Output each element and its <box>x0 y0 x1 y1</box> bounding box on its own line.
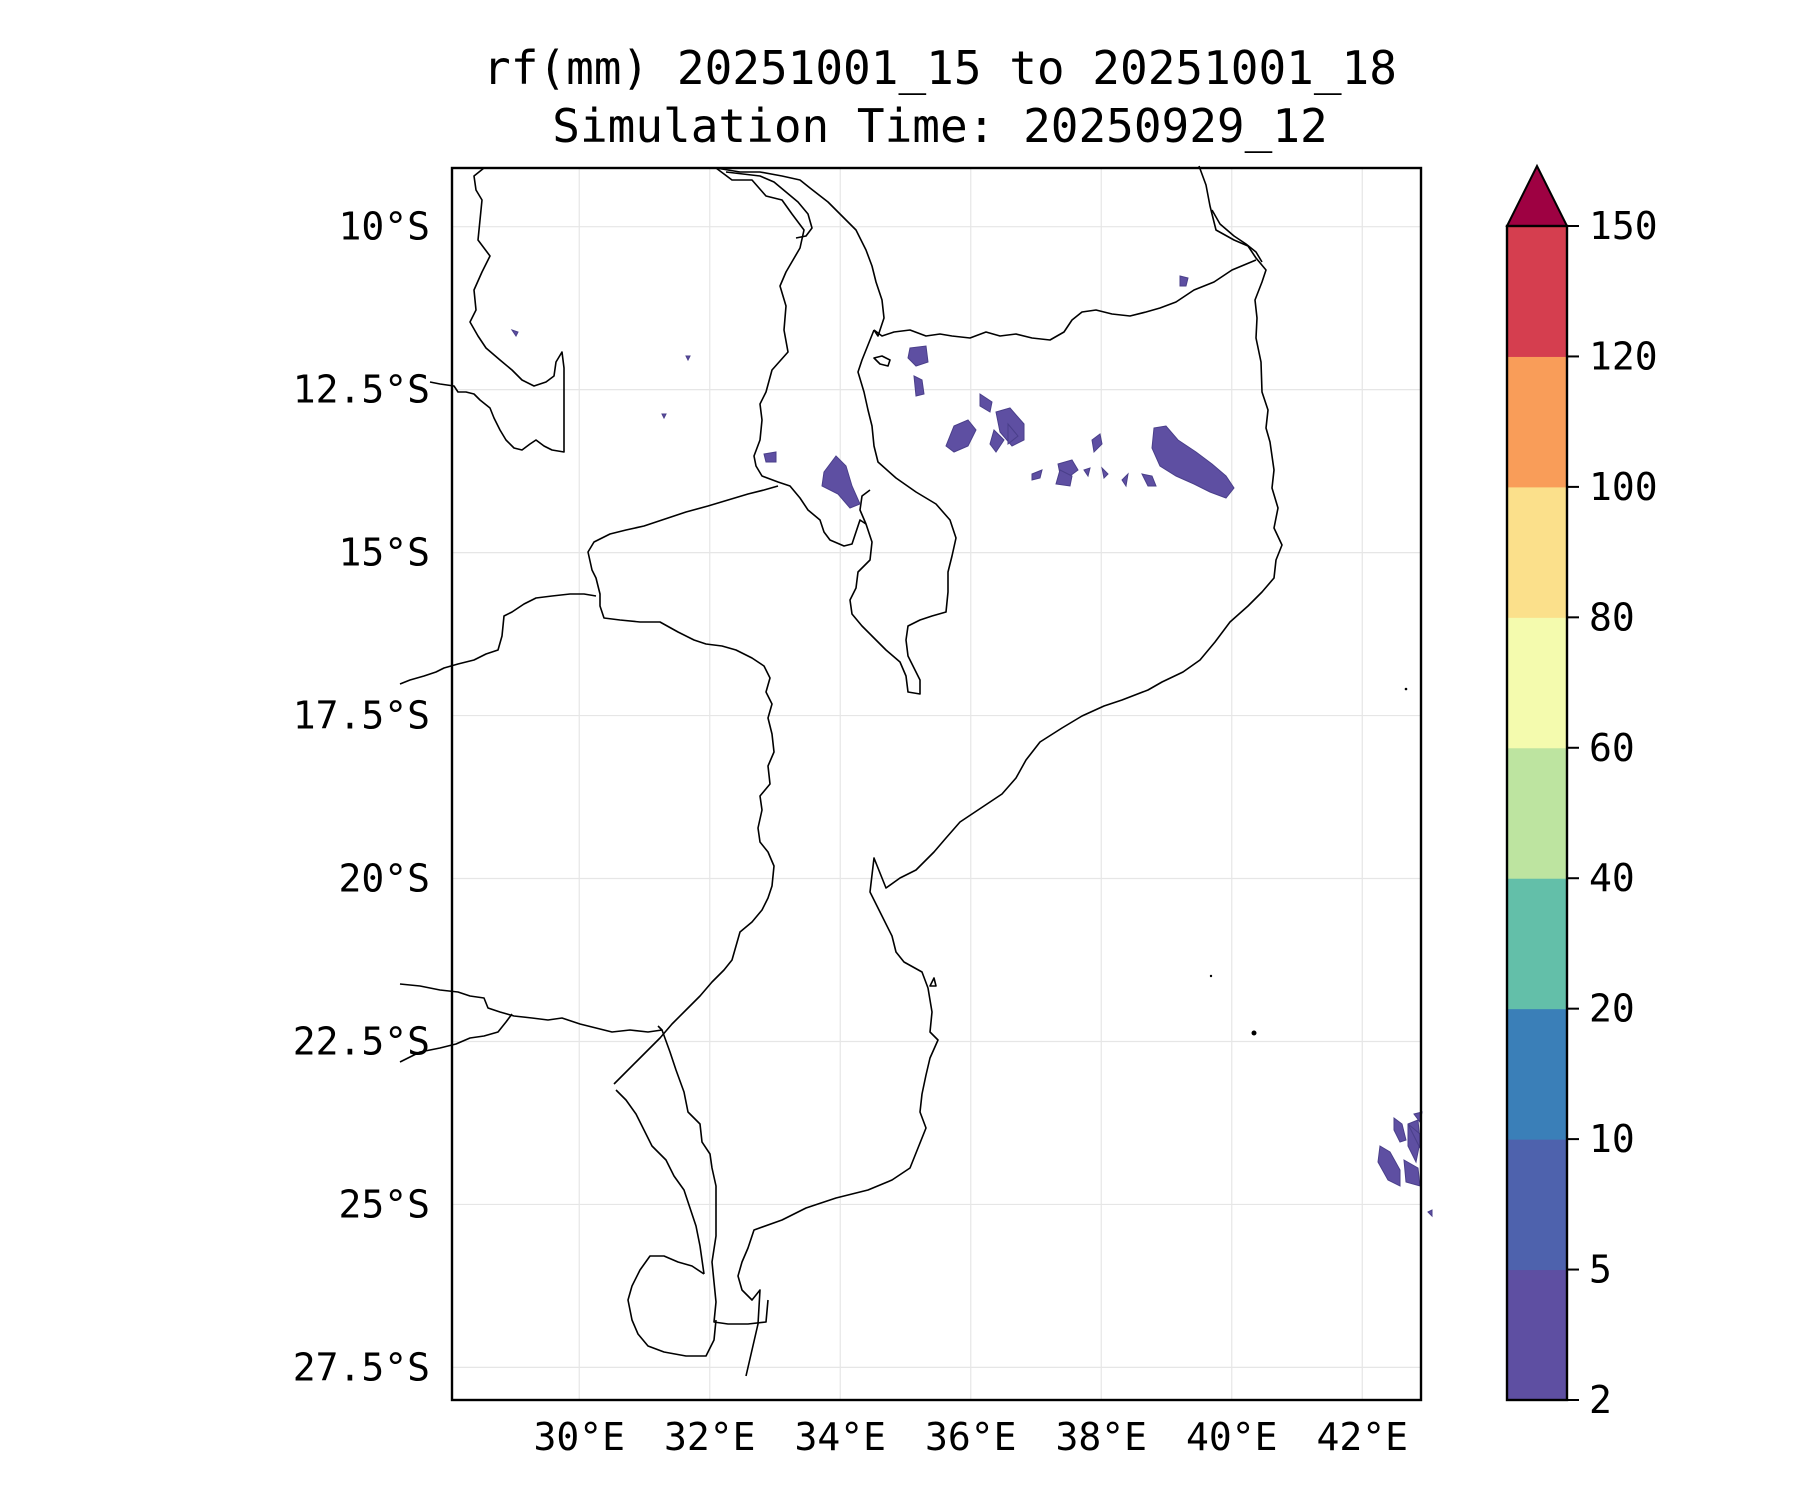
border-zambia-mozambique <box>587 485 779 1085</box>
y-tick-label: 10°S <box>338 205 430 249</box>
rain-patch <box>1007 422 1019 446</box>
colorbar-tick-label: 100 <box>1589 465 1658 509</box>
colorbar-tick-label: 60 <box>1589 726 1635 770</box>
border-zambia-drc <box>429 167 565 453</box>
x-axis-ticks: 30°E 32°E 34°E 36°E 38°E 40°E 42°E <box>533 1415 1408 1459</box>
x-tick-label: 38°E <box>1056 1415 1148 1459</box>
rain-patch <box>1427 1209 1433 1218</box>
y-tick-label: 12.5°S <box>293 368 430 412</box>
colorbar-frame <box>1505 224 1569 1402</box>
rain-patch <box>1179 275 1189 287</box>
rain-patch <box>1121 472 1129 488</box>
colorbar-tick-label: 10 <box>1589 1117 1635 1161</box>
rain-patch <box>1151 425 1235 499</box>
rain-patch <box>913 375 925 397</box>
colorbar-segment <box>1507 617 1567 749</box>
rainfall-patches <box>510 275 1433 1218</box>
y-tick-label: 22.5°S <box>293 1019 430 1063</box>
colorbar-segment <box>1507 356 1567 488</box>
border-eswatini <box>627 1255 717 1357</box>
map-title-line2: Simulation Time: 20250929_12 <box>552 99 1328 153</box>
border-botswana-south-africa <box>399 1013 513 1063</box>
rain-patch <box>661 413 667 420</box>
colorbar-tick-label: 20 <box>1589 987 1635 1031</box>
island-small <box>1209 974 1213 978</box>
x-tick-label: 40°E <box>1186 1415 1278 1459</box>
border-zimbabwe-south-africa <box>399 983 663 1033</box>
coast-tanzania-north <box>1211 209 1263 263</box>
colorbar-tick-label: 120 <box>1589 334 1658 378</box>
rain-patch <box>1055 469 1073 487</box>
colorbar-extend-arrow <box>1505 163 1569 227</box>
rain-patch <box>907 345 929 367</box>
colorbar-segment <box>1507 878 1567 1010</box>
rain-patch <box>763 451 777 463</box>
rain-patch <box>1403 1159 1421 1187</box>
rain-patch <box>979 393 993 413</box>
rain-patch <box>989 429 1005 453</box>
rain-patch <box>1091 433 1103 454</box>
y-tick-label: 15°S <box>338 531 430 575</box>
country-borders <box>399 165 1408 1377</box>
colorbar-tick-label: 5 <box>1589 1248 1612 1292</box>
rain-patch <box>1031 469 1043 481</box>
colorbar-segment <box>1507 486 1567 618</box>
x-tick-label: 34°E <box>794 1415 886 1459</box>
island-comoros <box>1251 1030 1257 1036</box>
colorbar-tick-label: 2 <box>1589 1378 1612 1422</box>
rain-patch <box>510 329 519 337</box>
x-tick-label: 42°E <box>1317 1415 1409 1459</box>
rain-patch <box>1083 467 1091 478</box>
colorbar-segment <box>1507 1269 1567 1401</box>
map-title-line1: rf(mm) 20251001_15 to 20251001_18 <box>483 41 1397 95</box>
border-zambia-malawi <box>715 167 867 547</box>
colorbar-segment <box>1507 226 1567 357</box>
border-tanzania-mozambique <box>873 259 1257 341</box>
rain-patch <box>1101 466 1109 480</box>
x-tick-label: 30°E <box>533 1415 625 1459</box>
rain-patch <box>685 355 691 362</box>
rain-patch <box>821 455 861 509</box>
colorbar-tick-label: 80 <box>1589 595 1635 639</box>
rain-patch <box>1377 1145 1401 1187</box>
colorbar-tick-label: 40 <box>1589 856 1635 900</box>
colorbar-segment <box>1507 1139 1567 1271</box>
coastline-east-africa <box>737 165 1283 1377</box>
rain-patch <box>1141 473 1157 487</box>
rain-patch <box>945 419 977 453</box>
colorbar: 2 5 10 20 40 60 80 100 120 150 <box>1505 163 1658 1422</box>
border-mozambique-zimbabwe-east <box>615 1089 705 1275</box>
rain-patch <box>1393 1117 1407 1143</box>
border-zambia-zimbabwe <box>399 593 597 685</box>
lake-shore-detail <box>873 355 891 367</box>
island-bazaruto <box>929 977 937 987</box>
y-axis-ticks: 10°S 12.5°S 15°S 17.5°S 20°S 22.5°S 25°S 27.5°S <box>293 205 430 1390</box>
x-tick-label: 36°E <box>925 1415 1017 1459</box>
y-tick-label: 17.5°S <box>293 694 430 738</box>
map-gridlines <box>452 168 1421 1400</box>
x-tick-label: 32°E <box>664 1415 756 1459</box>
y-tick-label: 25°S <box>338 1182 430 1226</box>
island-east <box>1404 687 1408 691</box>
colorbar-segment <box>1507 1008 1567 1140</box>
colorbar-segment <box>1507 747 1567 879</box>
map-frame <box>450 166 1423 1402</box>
border-mozambique-south-africa <box>661 1029 769 1325</box>
y-tick-label: 20°S <box>338 857 430 901</box>
border-malawi-north <box>715 167 885 337</box>
y-tick-label: 27.5°S <box>293 1345 430 1389</box>
border-malawi-west <box>849 329 957 695</box>
colorbar-tick-label: 150 <box>1589 204 1658 248</box>
border-zambia-tanzania <box>725 171 813 239</box>
